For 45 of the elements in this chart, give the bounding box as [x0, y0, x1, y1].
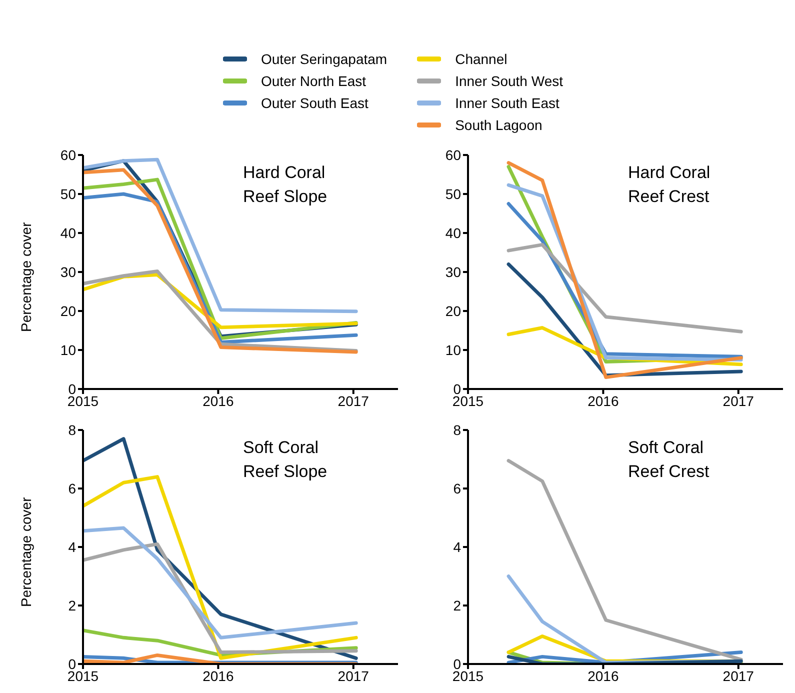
- y-tick-label: 40: [445, 224, 462, 241]
- x-tick-label: 2016: [202, 392, 234, 409]
- y-axis-title: Percentage cover: [18, 222, 34, 332]
- y-tick-label: 50: [60, 186, 76, 202]
- y-tick-label: 2: [453, 597, 462, 614]
- y-tick-label: 2: [68, 597, 76, 614]
- y-tick-label: 0: [453, 656, 462, 672]
- y-tick-label: 50: [445, 186, 462, 202]
- y-tick-label: 40: [60, 224, 76, 241]
- y-tick-label: 4: [68, 538, 76, 555]
- text: Soft Coral Reef Slope: [243, 437, 328, 483]
- text: Hard Coral Reef Crest: [628, 162, 712, 208]
- x-tick-label: 2016: [588, 392, 619, 409]
- legend-label: Outer Seringapatam: [261, 51, 388, 67]
- y-tick-label: 0: [68, 656, 76, 672]
- y-tick-label: 0: [68, 380, 76, 397]
- y-tick-label: 10: [60, 342, 76, 358]
- legend-label: South Lagoon: [455, 117, 542, 133]
- text: Hard Coral Reef Slope: [243, 162, 328, 208]
- y-tick-label: 8: [68, 422, 76, 438]
- y-tick-label: 60: [445, 146, 462, 163]
- x-tick-label: 2017: [338, 668, 370, 684]
- text: Soft Coral Reef Crest: [628, 437, 710, 483]
- y-tick-label: 20: [445, 302, 462, 319]
- y-tick-label: 4: [453, 538, 462, 555]
- y-tick-label: 8: [453, 422, 462, 438]
- x-tick-label: 2017: [722, 668, 754, 684]
- x-tick-label: 2017: [338, 392, 370, 409]
- legend-label: Inner South West: [455, 73, 563, 89]
- y-tick-label: 6: [68, 480, 76, 496]
- x-tick-label: 2017: [722, 392, 754, 409]
- y-tick-label: 30: [60, 264, 76, 280]
- y-axis-title: Percentage cover: [18, 496, 34, 607]
- y-tick-label: 10: [445, 342, 462, 358]
- x-tick-label: 2016: [202, 668, 234, 684]
- y-tick-label: 30: [445, 264, 462, 280]
- legend-label: Outer North East: [261, 73, 366, 89]
- legend-label: Outer South East: [261, 95, 368, 111]
- y-tick-label: 60: [60, 146, 76, 163]
- x-tick-label: 2016: [588, 668, 619, 684]
- y-tick-label: 6: [453, 480, 462, 496]
- legend-label: Inner South East: [455, 95, 560, 111]
- y-tick-label: 20: [60, 302, 76, 319]
- y-tick-label: 0: [453, 380, 462, 397]
- legend-label: Channel: [455, 51, 508, 67]
